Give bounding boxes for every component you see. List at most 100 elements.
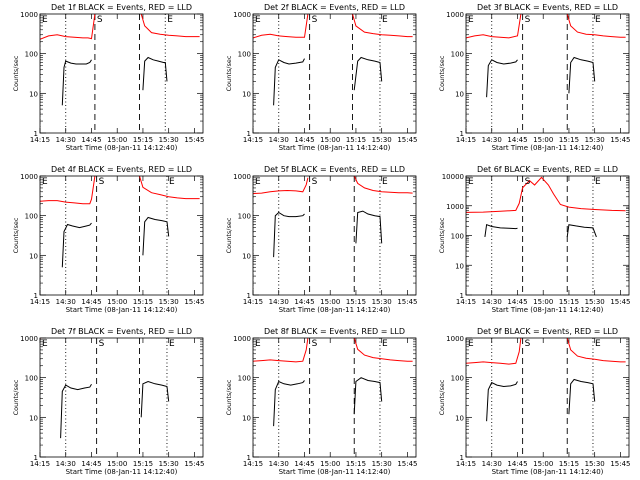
chart-title: Det 6f BLACK = Events, RED = LLD bbox=[477, 165, 618, 174]
time-marker-label: E bbox=[167, 15, 173, 25]
x-tick-label: 14:15 bbox=[243, 460, 263, 468]
time-marker-label: S bbox=[99, 339, 105, 349]
x-tick-label: 15:45 bbox=[184, 460, 204, 468]
time-marker-label: S bbox=[525, 339, 531, 349]
y-tick-label: 10 bbox=[455, 90, 464, 98]
x-tick-label: 14:45 bbox=[507, 298, 527, 306]
y-tick-label: 1 bbox=[34, 292, 38, 300]
events-series-line bbox=[142, 216, 170, 256]
x-tick-label: 14:30 bbox=[56, 460, 76, 468]
y-tick-label: 1000 bbox=[20, 11, 38, 19]
x-tick-label: 14:45 bbox=[81, 136, 101, 144]
chart-title: Det 8f BLACK = Events, RED = LLD bbox=[264, 327, 405, 336]
y-axis-label: Counts/sec bbox=[225, 55, 233, 91]
x-tick-label: 14:45 bbox=[507, 460, 527, 468]
plot-area bbox=[40, 14, 200, 133]
detector-panel: Det 7f BLACK = Events, RED = LLD 1 10 100 10… bbox=[12, 327, 205, 476]
time-marker-label: S bbox=[312, 339, 318, 349]
events-series-line bbox=[484, 224, 518, 237]
chart-title: Det 9f BLACK = Events, RED = LLD bbox=[477, 327, 618, 336]
detector-panel: Det 3f BLACK = Events, RED = LLD 1 10 100 10… bbox=[438, 3, 631, 152]
lld-series-line bbox=[253, 338, 309, 363]
y-tick-label: 1 bbox=[247, 292, 251, 300]
events-series-line bbox=[142, 56, 168, 91]
lld-series-line bbox=[140, 14, 200, 38]
y-tick-label: 100 bbox=[451, 51, 464, 59]
chart-title: Det 5f BLACK = Events, RED = LLD bbox=[264, 165, 405, 174]
time-marker-label: E bbox=[169, 339, 175, 349]
x-tick-label: 15:45 bbox=[184, 136, 204, 144]
x-tick-label: 15:00 bbox=[107, 460, 127, 468]
x-tick-label: 14:45 bbox=[294, 298, 314, 306]
y-tick-label: 100 bbox=[451, 233, 464, 241]
lld-series-line bbox=[466, 176, 626, 213]
plot-area bbox=[40, 176, 200, 295]
x-tick-label: 14:15 bbox=[30, 298, 50, 306]
x-tick-label: 15:15 bbox=[133, 136, 153, 144]
x-tick-label: 15:45 bbox=[610, 136, 630, 144]
time-marker-label: E bbox=[42, 339, 48, 349]
lld-series-line bbox=[466, 14, 522, 39]
x-tick-label: 15:30 bbox=[372, 460, 392, 468]
y-tick-label: 1000 bbox=[233, 173, 251, 181]
x-tick-label: 14:30 bbox=[269, 460, 289, 468]
x-axis-label: Start Time (08-Jan-11 14:12:40) bbox=[279, 468, 391, 476]
events-series-line bbox=[568, 56, 596, 94]
chart-title: Det 4f BLACK = Events, RED = LLD bbox=[51, 165, 192, 174]
x-tick-label: 15:15 bbox=[346, 298, 366, 306]
detector-panel: Det 1f BLACK = Events, RED = LLD 1 10 100 10… bbox=[12, 3, 205, 152]
x-tick-label: 15:30 bbox=[159, 136, 179, 144]
time-marker-label: S bbox=[525, 177, 531, 187]
y-tick-label: 100 bbox=[25, 213, 38, 221]
y-tick-label: 1000 bbox=[446, 11, 464, 19]
lld-series-line bbox=[40, 176, 96, 205]
y-tick-label: 1000 bbox=[446, 203, 464, 211]
time-marker-label: E bbox=[382, 15, 388, 25]
time-marker-label: E bbox=[42, 177, 48, 187]
y-axis-label: Counts/sec bbox=[12, 217, 20, 253]
x-tick-label: 15:15 bbox=[559, 298, 579, 306]
x-tick-label: 14:30 bbox=[482, 136, 502, 144]
x-tick-label: 15:45 bbox=[397, 136, 417, 144]
chart-title: Det 7f BLACK = Events, RED = LLD bbox=[51, 327, 192, 336]
chart-title: Det 3f BLACK = Events, RED = LLD bbox=[477, 3, 618, 12]
events-series-line bbox=[566, 224, 597, 238]
y-axis-label: Counts/sec bbox=[438, 217, 446, 253]
time-marker-label: E bbox=[255, 339, 261, 349]
lld-series-line bbox=[253, 177, 309, 195]
x-tick-label: 15:15 bbox=[559, 136, 579, 144]
chart-title: Det 1f BLACK = Events, RED = LLD bbox=[51, 3, 192, 12]
x-tick-label: 15:15 bbox=[559, 460, 579, 468]
lld-series-line bbox=[353, 176, 413, 194]
plot-frame bbox=[252, 337, 417, 458]
y-tick-label: 1 bbox=[460, 130, 464, 138]
time-marker-label: S bbox=[97, 15, 103, 25]
plot-frame bbox=[465, 13, 630, 134]
lld-series-line bbox=[40, 14, 96, 40]
plot-frame bbox=[252, 175, 417, 296]
x-tick-label: 15:30 bbox=[585, 460, 605, 468]
y-tick-label: 10 bbox=[242, 252, 251, 260]
y-axis-label: Counts/sec bbox=[438, 55, 446, 91]
x-tick-label: 15:15 bbox=[133, 298, 153, 306]
lld-series-line bbox=[253, 14, 309, 39]
x-tick-label: 14:30 bbox=[56, 136, 76, 144]
lld-series-line bbox=[566, 14, 626, 38]
y-tick-label: 100 bbox=[238, 213, 251, 221]
y-tick-label: 100 bbox=[451, 375, 464, 383]
y-tick-label: 10 bbox=[29, 90, 38, 98]
y-tick-label: 100 bbox=[238, 51, 251, 59]
x-tick-label: 14:30 bbox=[482, 460, 502, 468]
y-axis-label: Counts/sec bbox=[438, 379, 446, 415]
events-series-line bbox=[60, 384, 92, 439]
y-tick-label: 1000 bbox=[233, 11, 251, 19]
x-tick-label: 15:00 bbox=[533, 460, 553, 468]
x-axis-label: Start Time (08-Jan-11 14:12:40) bbox=[492, 468, 604, 476]
x-tick-label: 14:15 bbox=[30, 460, 50, 468]
y-tick-label: 1 bbox=[34, 130, 38, 138]
x-tick-label: 15:00 bbox=[320, 460, 340, 468]
x-tick-label: 15:30 bbox=[159, 298, 179, 306]
y-tick-label: 100 bbox=[25, 375, 38, 383]
y-tick-label: 1000 bbox=[446, 335, 464, 343]
x-tick-label: 14:45 bbox=[81, 460, 101, 468]
